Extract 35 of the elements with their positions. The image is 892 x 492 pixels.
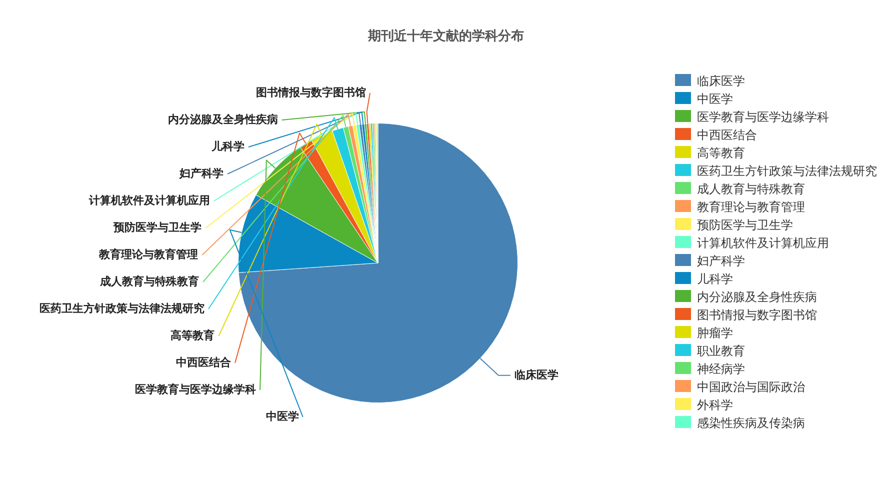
legend-label: 妇产科学 xyxy=(697,254,745,268)
legend-label: 中西医结合 xyxy=(697,128,757,142)
legend-label: 神经病学 xyxy=(697,362,745,376)
slice-label: 成人教育与特殊教育 xyxy=(99,274,200,288)
legend-label: 中医学 xyxy=(697,92,733,106)
legend-label: 内分泌腺及全身性疾病 xyxy=(697,290,817,304)
legend-label: 临床医学 xyxy=(697,74,745,88)
legend-label: 肿瘤学 xyxy=(697,326,733,340)
slice-label: 中医学 xyxy=(266,410,299,423)
legend-label: 成人教育与特殊教育 xyxy=(697,182,805,196)
legend-label: 图书情报与数字图书馆 xyxy=(697,308,817,322)
slice-label: 内分泌腺及全身性疾病 xyxy=(168,112,278,126)
slice-label: 妇产科学 xyxy=(178,166,224,180)
legend-label: 预防医学与卫生学 xyxy=(697,218,793,232)
legend-label: 教育理论与教育管理 xyxy=(697,200,805,214)
legend-label: 医药卫生方针政策与法律法规研究 xyxy=(697,164,877,178)
legend-label: 职业教育 xyxy=(697,344,745,358)
legend-label: 感染性疾病及传染病 xyxy=(697,416,805,430)
legend-label: 医学教育与医学边缘学科 xyxy=(697,110,829,124)
legend-label: 高等教育 xyxy=(697,146,745,160)
slice-label: 临床医学 xyxy=(514,368,558,382)
legend-label: 中国政治与国际政治 xyxy=(697,380,805,394)
legend-label: 计算机软件及计算机应用 xyxy=(697,236,829,250)
slice-label: 高等教育 xyxy=(170,328,215,342)
legend-label: 儿科学 xyxy=(697,272,733,286)
slice-label: 中西医结合 xyxy=(176,356,232,369)
slice-label: 图书情报与数字图书馆 xyxy=(256,86,366,99)
slice-label: 教育理论与教育管理 xyxy=(98,248,198,261)
slice-label: 预防医学与卫生学 xyxy=(112,220,202,234)
slice-label: 医学教育与医学边缘学科 xyxy=(135,382,256,396)
slice-label: 儿科学 xyxy=(210,140,244,153)
chart-title: 期刊近十年文献的学科分布 xyxy=(367,28,525,45)
slice-label: 医药卫生方针政策与法律法规研究 xyxy=(39,302,204,315)
legend-label: 外科学 xyxy=(697,398,733,412)
slice-label: 计算机软件及计算机应用 xyxy=(88,194,210,207)
